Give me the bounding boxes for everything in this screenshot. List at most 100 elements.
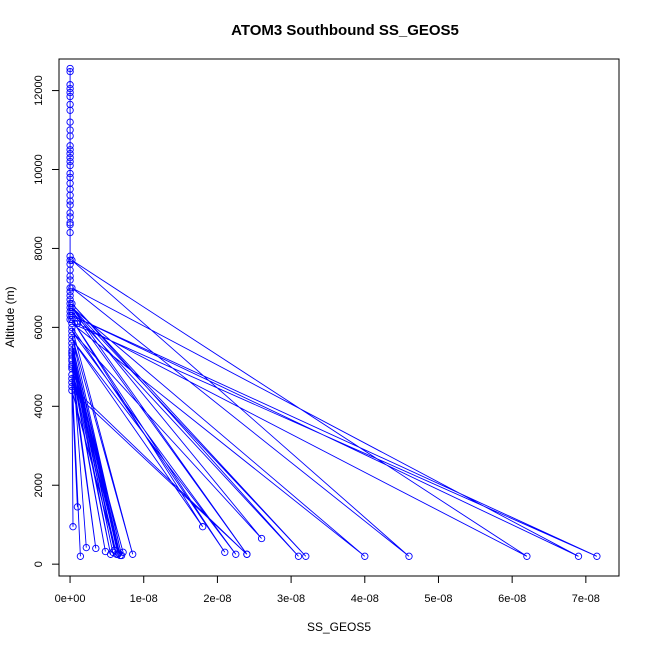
x-axis: 0e+00 1e-08 2e-08 3e-08 4e-08 5e-08 6e-08 7e-08 [55, 575, 600, 605]
data-point [66, 191, 74, 199]
data-point [221, 548, 229, 556]
y-tick-label: 12000 [33, 75, 45, 106]
y-tick-label: 10000 [33, 154, 45, 185]
data-point [405, 552, 413, 560]
data-point [66, 256, 74, 264]
data-point [66, 67, 74, 76]
data-point [232, 550, 240, 558]
data-point [66, 64, 74, 73]
data-point [68, 375, 76, 383]
series-layer [66, 64, 601, 560]
y-axis: 0 2000 4000 6000 8000 10000 12000 [33, 75, 60, 567]
data-point [68, 311, 76, 320]
data-point [115, 549, 123, 557]
data-point [68, 371, 76, 379]
data-point [68, 382, 76, 391]
data-point [66, 169, 74, 178]
data-point [68, 378, 76, 387]
data-point [66, 284, 74, 292]
data-point [68, 347, 76, 355]
data-point [66, 157, 74, 166]
data-point [68, 339, 76, 347]
x-tick-label: 2e-08 [203, 593, 231, 605]
data-point [68, 343, 76, 351]
y-tick-label: 4000 [33, 394, 45, 418]
data-point [66, 81, 74, 89]
data-point [68, 365, 76, 373]
data-point [66, 173, 74, 182]
y-tick-label: 0 [33, 561, 45, 567]
data-point [68, 256, 76, 264]
data-point [66, 311, 74, 320]
data-point [361, 552, 369, 560]
data-point [68, 284, 76, 292]
data-point [66, 300, 74, 308]
data-point [66, 303, 74, 312]
data-point [66, 118, 74, 126]
series-line-1 [69, 68, 598, 557]
x-tick-label: 7e-08 [572, 593, 600, 605]
data-point [66, 100, 74, 109]
data-point [119, 548, 127, 556]
data-point [66, 228, 74, 237]
data-point [66, 288, 74, 296]
data-point [66, 161, 74, 170]
data-point [66, 221, 74, 229]
data-point [257, 534, 266, 543]
data-point [69, 523, 77, 531]
data-point [66, 197, 74, 205]
data-point [66, 276, 74, 284]
data-point [68, 315, 76, 324]
y-tick-label: 8000 [33, 236, 45, 260]
data-point [66, 201, 74, 209]
x-tick-label: 1e-08 [130, 593, 158, 605]
data-point [68, 351, 76, 359]
data-point [66, 307, 74, 316]
data-point [66, 146, 74, 154]
data-point [593, 552, 601, 560]
x-tick-label: 3e-08 [277, 593, 305, 605]
data-point [68, 331, 76, 339]
data-point [68, 300, 76, 308]
data-point [92, 544, 100, 553]
data-point [574, 552, 583, 560]
y-axis-label: Altitude (m) [3, 286, 17, 347]
data-point [66, 209, 74, 217]
y-tick-label: 2000 [33, 473, 45, 497]
data-point [66, 154, 74, 162]
y-tick-label: 6000 [33, 315, 45, 339]
data-point [66, 315, 74, 324]
data-point [302, 552, 310, 560]
data-point [66, 88, 74, 97]
data-point [66, 142, 74, 150]
data-point [66, 84, 74, 93]
data-point [82, 543, 90, 552]
data-point [66, 132, 74, 140]
data-point [68, 386, 76, 395]
x-tick-label: 0e+00 [55, 593, 86, 605]
data-point [68, 319, 76, 328]
data-point [68, 361, 76, 369]
data-point [73, 503, 82, 511]
x-tick-label: 4e-08 [351, 593, 379, 605]
x-tick-label: 6e-08 [498, 593, 526, 605]
data-point [66, 260, 74, 268]
data-point [66, 179, 74, 187]
data-point [199, 523, 207, 531]
data-point [66, 106, 74, 114]
data-point [68, 349, 76, 357]
chart-title: ATOM3 Southbound SS_GEOS5 [231, 22, 459, 39]
data-point [66, 219, 74, 227]
data-point [68, 323, 76, 332]
data-point [68, 303, 76, 312]
data-point [66, 92, 74, 101]
data-point [101, 547, 110, 556]
x-tick-label: 5e-08 [424, 593, 452, 605]
x-axis-label: SS_GEOS5 [307, 620, 371, 634]
data-point [66, 213, 74, 221]
data-point [68, 363, 76, 371]
data-point [68, 357, 76, 365]
data-point [66, 272, 74, 280]
data-point [66, 292, 74, 300]
